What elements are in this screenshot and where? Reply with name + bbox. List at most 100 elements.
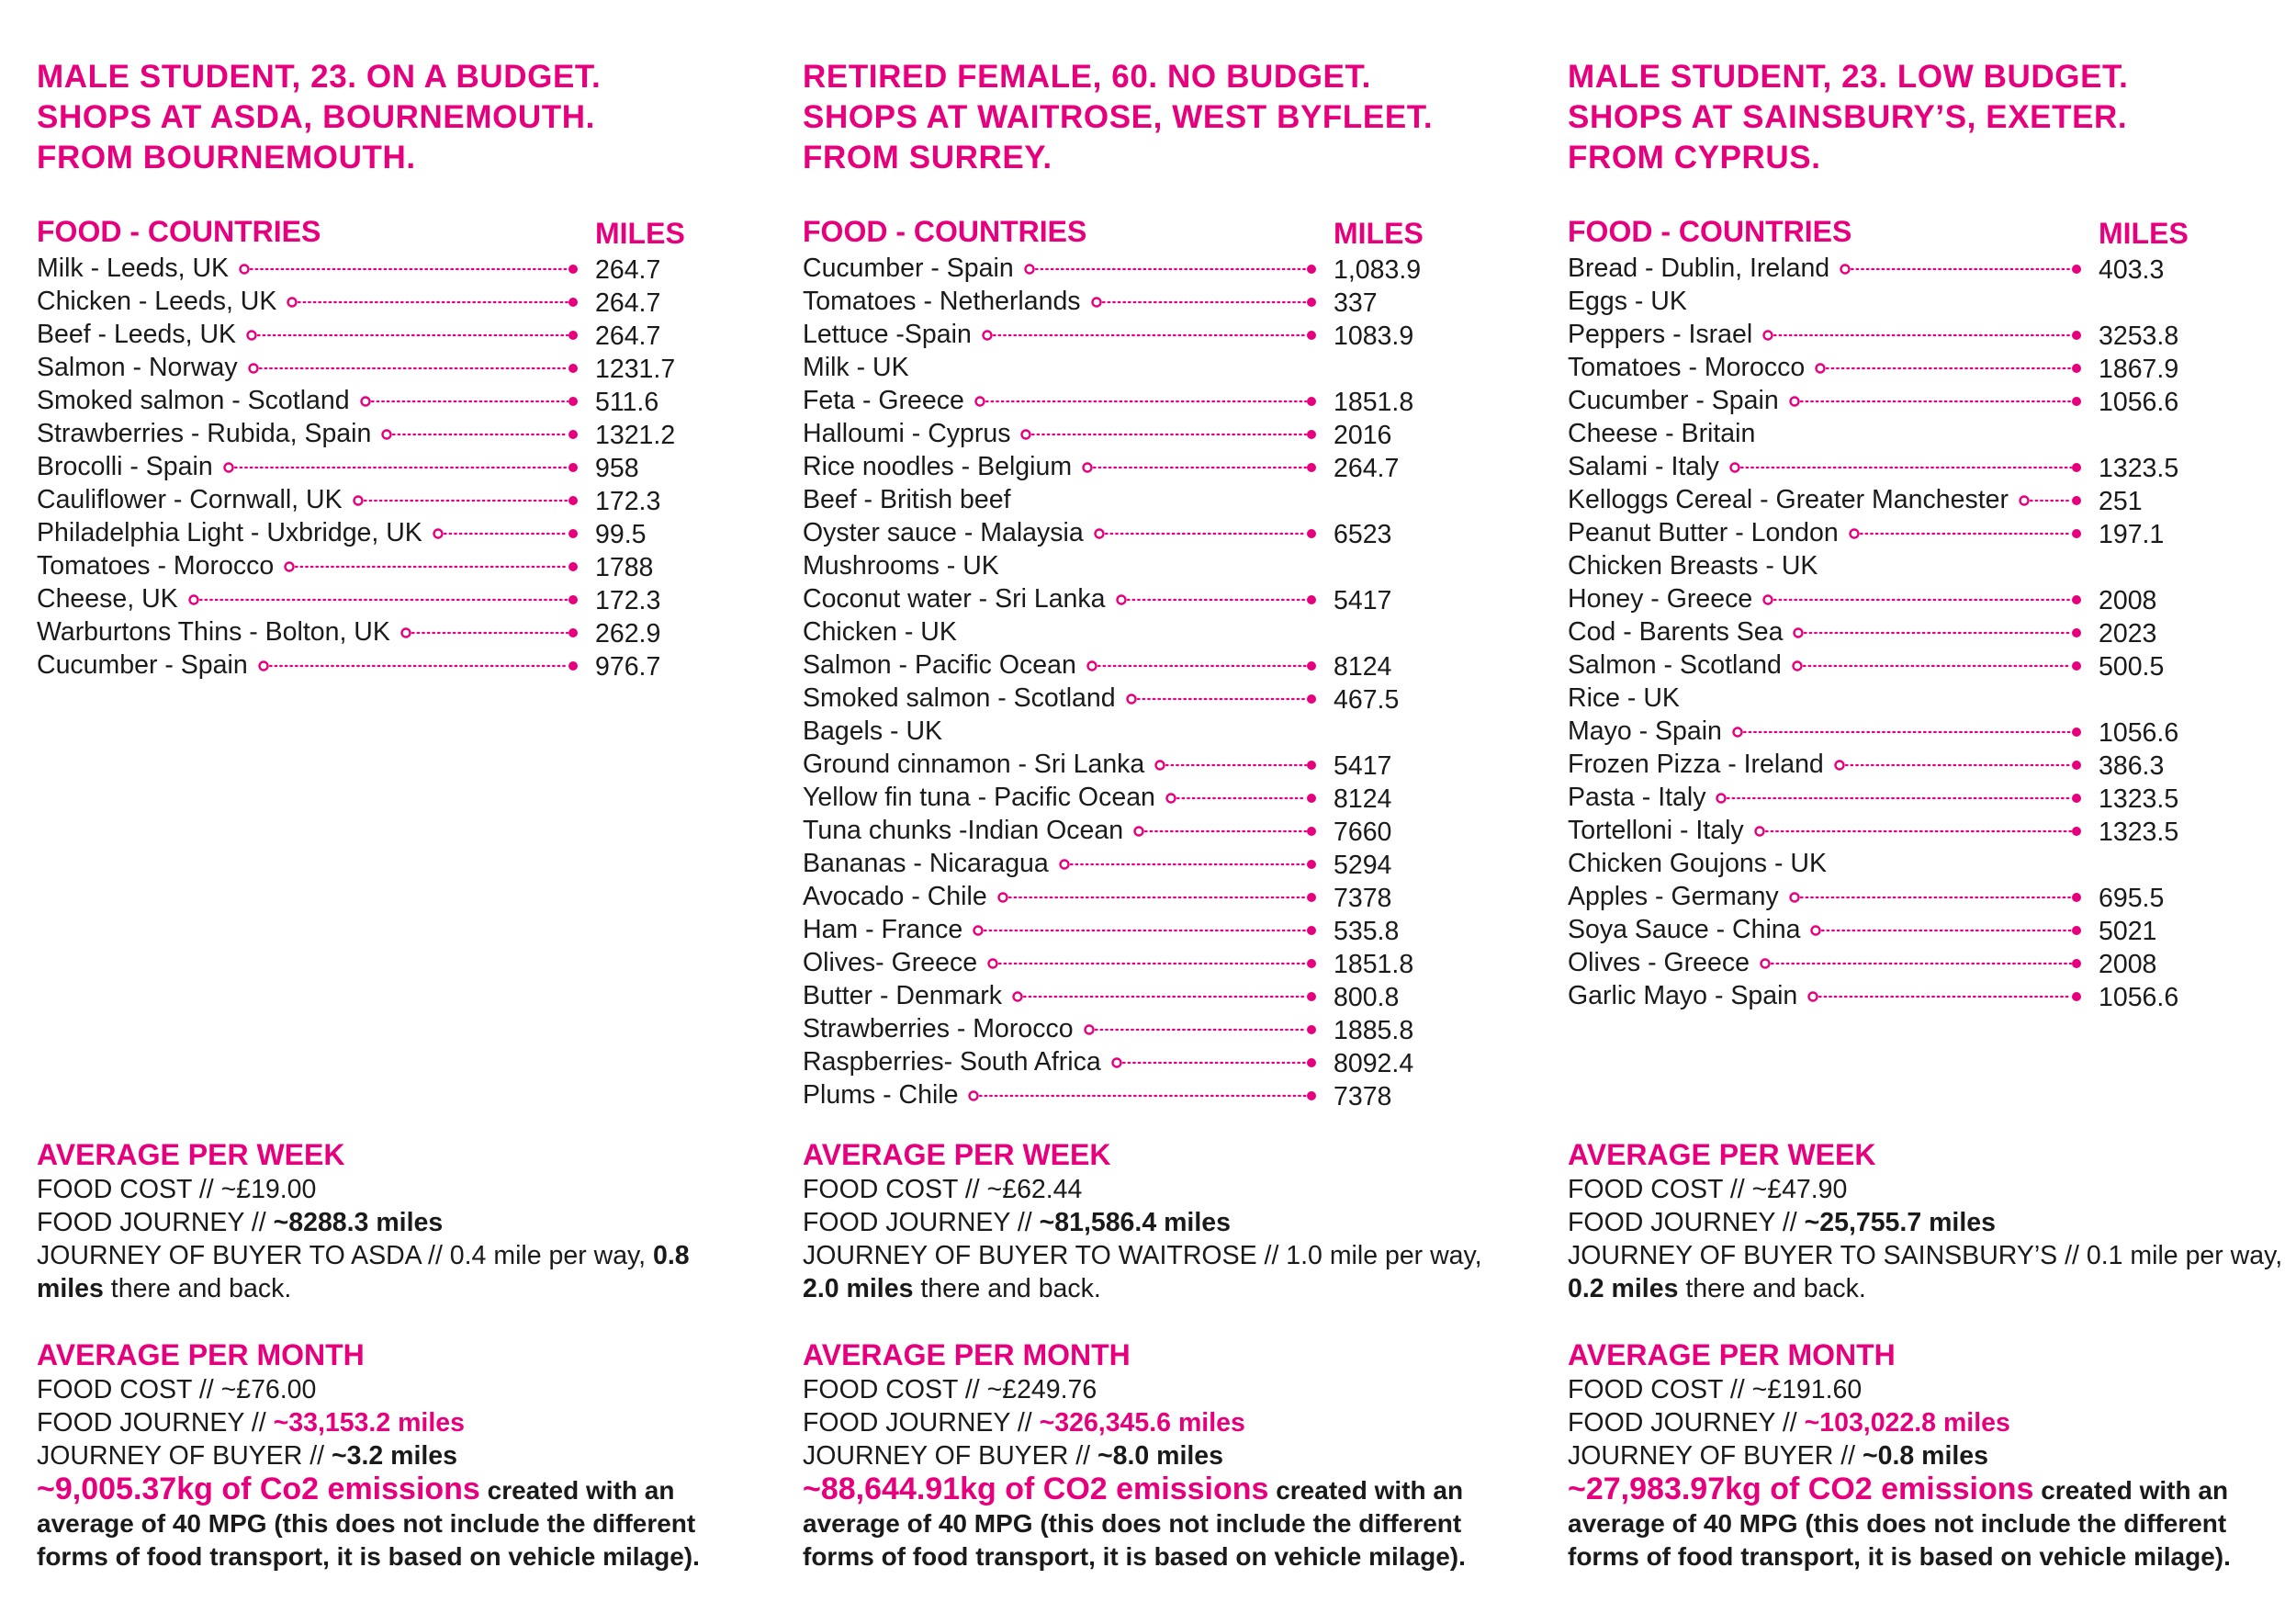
leader-line [803,330,1319,341]
destination-dot-icon [568,496,578,505]
food-item-miles: 467.5 [1334,685,1400,715]
average-per-month: AVERAGE PER MONTH FOOD COST // ~£249.76 FO… [803,1336,1519,1573]
destination-dot-icon [1307,959,1316,968]
profile-column-1: MALE STUDENT, 23. ON A BUDGET. SHOPS AT A… [37,57,753,1571]
food-item-label: Tomatoes - Netherlands [803,287,1090,316]
food-item: Bagels - UK [803,715,1519,748]
leader-line [1568,892,2084,903]
destination-dot-icon [2072,661,2081,671]
food-item: Plums - Chile 7378 [803,1078,1519,1111]
destination-dot-icon [2072,794,2081,803]
destination-dot-icon [2072,496,2081,505]
origin-circle-icon [258,660,269,671]
food-list-header: FOOD - COUNTRIES MILES [803,213,1519,252]
food-item: Yellow fin tuna - Pacific Ocean 8124 [803,781,1519,814]
origin-circle-icon [1762,330,1773,341]
food-item-miles: 2008 [2099,950,2157,979]
co2-emissions-note: ~27,983.97kg of CO2 emissions created wi… [1568,1472,2284,1573]
food-item-label: Milk - UK [803,353,918,382]
food-item-label: Coconut water - Sri Lanka [803,584,1115,614]
profile-line: FROM SURREY. [803,140,1052,175]
origin-circle-icon [1091,297,1102,308]
food-item-miles: 403.3 [2099,255,2165,285]
food-item-miles: 1083.9 [1334,321,1414,351]
food-item: Beef - British beef [803,483,1519,516]
destination-dot-icon [1307,761,1316,770]
leader-line [1568,495,2084,506]
week-buyer-journey-tail: there and back. [103,1274,292,1303]
food-item-label: Olives- Greece [803,948,987,977]
origin-circle-icon [1111,1057,1122,1068]
origin-circle-icon [987,958,998,969]
food-item: Chicken Goujons - UK [1568,847,2284,880]
leader-line [37,462,580,473]
origin-circle-icon [360,396,371,407]
average-per-month: AVERAGE PER MONTH FOOD COST // ~£191.60 FO… [1568,1336,2284,1573]
miles-heading: MILES [2099,217,2189,250]
week-buyer-journey: JOURNEY OF BUYER TO ASDA // 0.4 mile per… [37,1239,735,1305]
co2-emissions-text: created with an average of 40 MPG (this … [803,1476,1466,1571]
food-item: Kelloggs Cereal - Greater Manchester 251 [1568,483,2284,516]
destination-dot-icon [2072,761,2081,770]
month-buyer-journey: JOURNEY OF BUYER // ~8.0 miles [803,1439,1519,1472]
leader-line [803,660,1319,671]
destination-dot-icon [1307,926,1316,935]
food-item: Cucumber - Spain 976.7 [37,648,753,682]
week-buyer-journey-tail: there and back. [1678,1274,1866,1303]
month-stats: FOOD COST // ~£191.60 FOOD JOURNEY // ~10… [1568,1373,2284,1472]
profile-line: MALE STUDENT, 23. LOW BUDGET. [1568,59,2129,95]
destination-dot-icon [2072,992,2081,1001]
food-item: Oyster sauce - Malaysia 6523 [803,516,1519,549]
month-buyer-journey-value: ~0.8 miles [1862,1441,1989,1471]
food-item-label: Mayo - Spain [1568,716,1731,746]
leader-line [803,892,1319,903]
food-item-miles: 1323.5 [2099,784,2179,814]
origin-circle-icon [1020,429,1031,440]
month-food-journey-value: ~33,153.2 miles [273,1408,465,1438]
destination-dot-icon [1307,1091,1316,1100]
food-item-label: Ground cinnamon - Sri Lanka [803,750,1154,779]
destination-dot-icon [1307,298,1316,307]
food-item: Strawberries - Rubida, Spain 1321.2 [37,417,753,450]
food-item-miles: 500.5 [2099,652,2165,682]
food-item-miles: 958 [595,454,639,483]
food-item-label: Cucumber - Spain [803,254,1023,283]
leader-line [37,594,580,605]
co2-emissions-value: ~88,644.91kg of CO2 emissions [803,1472,1269,1506]
destination-dot-icon [1307,1058,1316,1067]
food-item-label: Cucumber - Spain [1568,386,1788,415]
month-buyer-journey-value: ~3.2 miles [331,1441,458,1471]
co2-emissions-value: ~9,005.37kg of Co2 emissions [37,1472,480,1506]
average-per-week: AVERAGE PER WEEK FOOD COST // ~£62.44 FOOD… [803,1136,1519,1305]
food-item-label: Feta - Greece [803,386,974,415]
leader-line [37,264,580,275]
leader-line [1568,925,2084,936]
co2-emissions-note: ~9,005.37kg of Co2 emissions created wit… [37,1472,753,1573]
food-item-label: Brocolli - Spain [37,452,222,481]
origin-circle-icon [1732,727,1743,738]
food-item-miles: 5417 [1334,586,1392,615]
leader-line [803,528,1319,539]
origin-circle-icon [1133,826,1144,837]
destination-dot-icon [1307,265,1316,274]
destination-dot-icon [1307,331,1316,340]
food-item-miles: 800.8 [1334,983,1400,1012]
food-item: Ground cinnamon - Sri Lanka 5417 [803,748,1519,781]
food-item-label: Philadelphia Light - Uxbridge, UK [37,518,432,547]
destination-dot-icon [2072,727,2081,737]
profile-line: SHOPS AT WAITROSE, WEST BYFLEET. [803,99,1434,135]
month-food-journey-value: ~326,345.6 miles [1039,1408,1245,1438]
food-item-label: Butter - Denmark [803,981,1011,1010]
food-item-label: Oyster sauce - Malaysia [803,518,1093,547]
profile-line: FROM CYPRUS. [1568,140,1821,175]
food-item-miles: 5294 [1334,851,1392,880]
destination-dot-icon [568,463,578,472]
destination-dot-icon [1307,397,1316,406]
destination-dot-icon [2072,827,2081,836]
month-heading: AVERAGE PER MONTH [803,1338,1131,1371]
food-item-label: Cod - Barents Sea [1568,617,1793,647]
month-food-journey: FOOD JOURNEY // ~103,022.8 miles [1568,1406,2284,1439]
food-item: Strawberries - Morocco 1885.8 [803,1012,1519,1045]
food-item-miles: 337 [1334,288,1378,318]
destination-dot-icon [1307,860,1316,869]
